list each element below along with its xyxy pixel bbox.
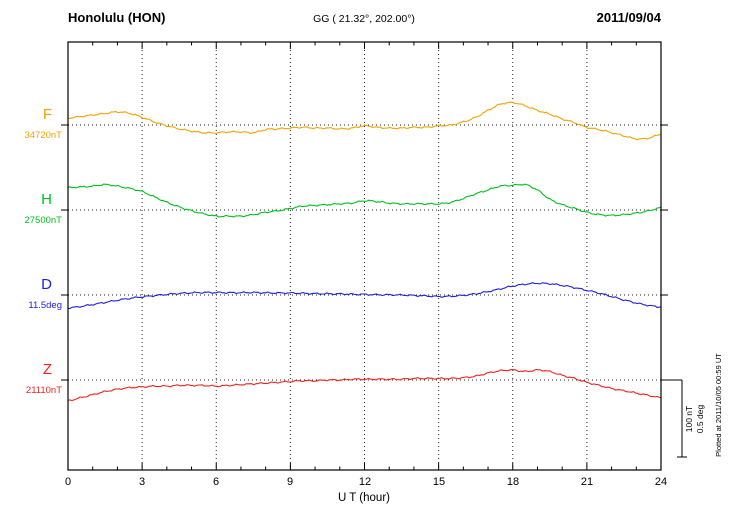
channel-F-label: F <box>42 106 52 123</box>
x-tick-label-6: 6 <box>212 476 220 488</box>
channel-Z-label: Z <box>42 361 52 378</box>
station-title: Honolulu (HON) <box>68 10 166 25</box>
channel-Z-baseline-value: 21110nT <box>25 385 62 396</box>
x-tick-label-15: 15 <box>432 476 446 488</box>
geographic-coords-label: GG ( 21.32°, 202.00°) <box>313 13 415 25</box>
scalebar-bracket <box>661 379 687 458</box>
x-axis-title: U T (hour) <box>338 492 390 504</box>
plotted-timestamp: Plotted at 2011/10/05 00:59 UT <box>714 353 723 457</box>
x-tick-label-0: 0 <box>64 476 72 488</box>
x-tick-label-3: 3 <box>138 476 146 488</box>
x-tick-label-9: 9 <box>286 476 294 488</box>
x-tick-label-24: 24 <box>654 476 668 488</box>
channel-F-baseline-value: 34720nT <box>24 130 62 141</box>
trace-D <box>67 282 662 310</box>
trace-F <box>67 101 662 141</box>
channel-D-baseline-value: 11.5deg <box>28 300 62 311</box>
channel-H-baseline-value: 27500nT <box>24 215 62 226</box>
scalebar-deg-label: 0.5 deg <box>695 404 705 434</box>
date-label: 2011/09/04 <box>596 10 661 25</box>
x-tick-label-12: 12 <box>358 476 372 488</box>
x-tick-label-18: 18 <box>506 476 520 488</box>
channel-D-label: D <box>41 276 52 293</box>
baselines <box>61 124 668 381</box>
x-tick-label-21: 21 <box>580 476 594 488</box>
trace-Z <box>67 368 662 402</box>
vertical-gridlines <box>141 42 588 470</box>
trace-H <box>67 183 662 218</box>
channel-H-label: H <box>41 191 52 208</box>
plot-frame <box>67 41 662 471</box>
